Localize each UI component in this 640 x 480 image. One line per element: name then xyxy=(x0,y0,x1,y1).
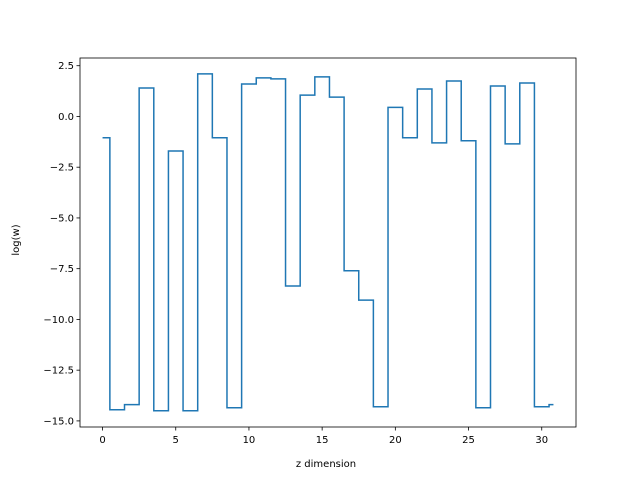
x-axis-label: z dimension xyxy=(296,459,356,470)
y-tick-label: −10.0 xyxy=(43,315,74,326)
x-tick-label: 0 xyxy=(99,435,105,446)
y-tick-label: −12.5 xyxy=(43,366,74,377)
y-axis-ticks: 2.5 0.0 −2.5 −5.0 −7.5 −10.0 −12.5 −15.0 xyxy=(43,61,80,427)
x-axis-ticks: 0 5 10 15 20 25 30 xyxy=(99,427,548,446)
x-tick-label: 25 xyxy=(462,435,475,446)
x-tick-label: 30 xyxy=(535,435,548,446)
x-tick-label: 10 xyxy=(243,435,256,446)
x-tick-label: 20 xyxy=(389,435,402,446)
axes-frame xyxy=(79,57,577,428)
y-axis-label: log(w) xyxy=(11,224,22,255)
x-tick-label: 15 xyxy=(316,435,329,446)
y-tick-label: −7.5 xyxy=(50,264,74,275)
y-tick-label: 0.0 xyxy=(58,112,74,123)
y-tick-label: −2.5 xyxy=(50,163,74,174)
plot-area xyxy=(79,57,577,428)
x-tick-label: 5 xyxy=(173,435,179,446)
y-tick-label: −5.0 xyxy=(50,213,74,224)
series-line-0 xyxy=(102,73,554,412)
y-tick-label: −15.0 xyxy=(43,416,74,427)
y-tick-label: 2.5 xyxy=(58,61,74,72)
